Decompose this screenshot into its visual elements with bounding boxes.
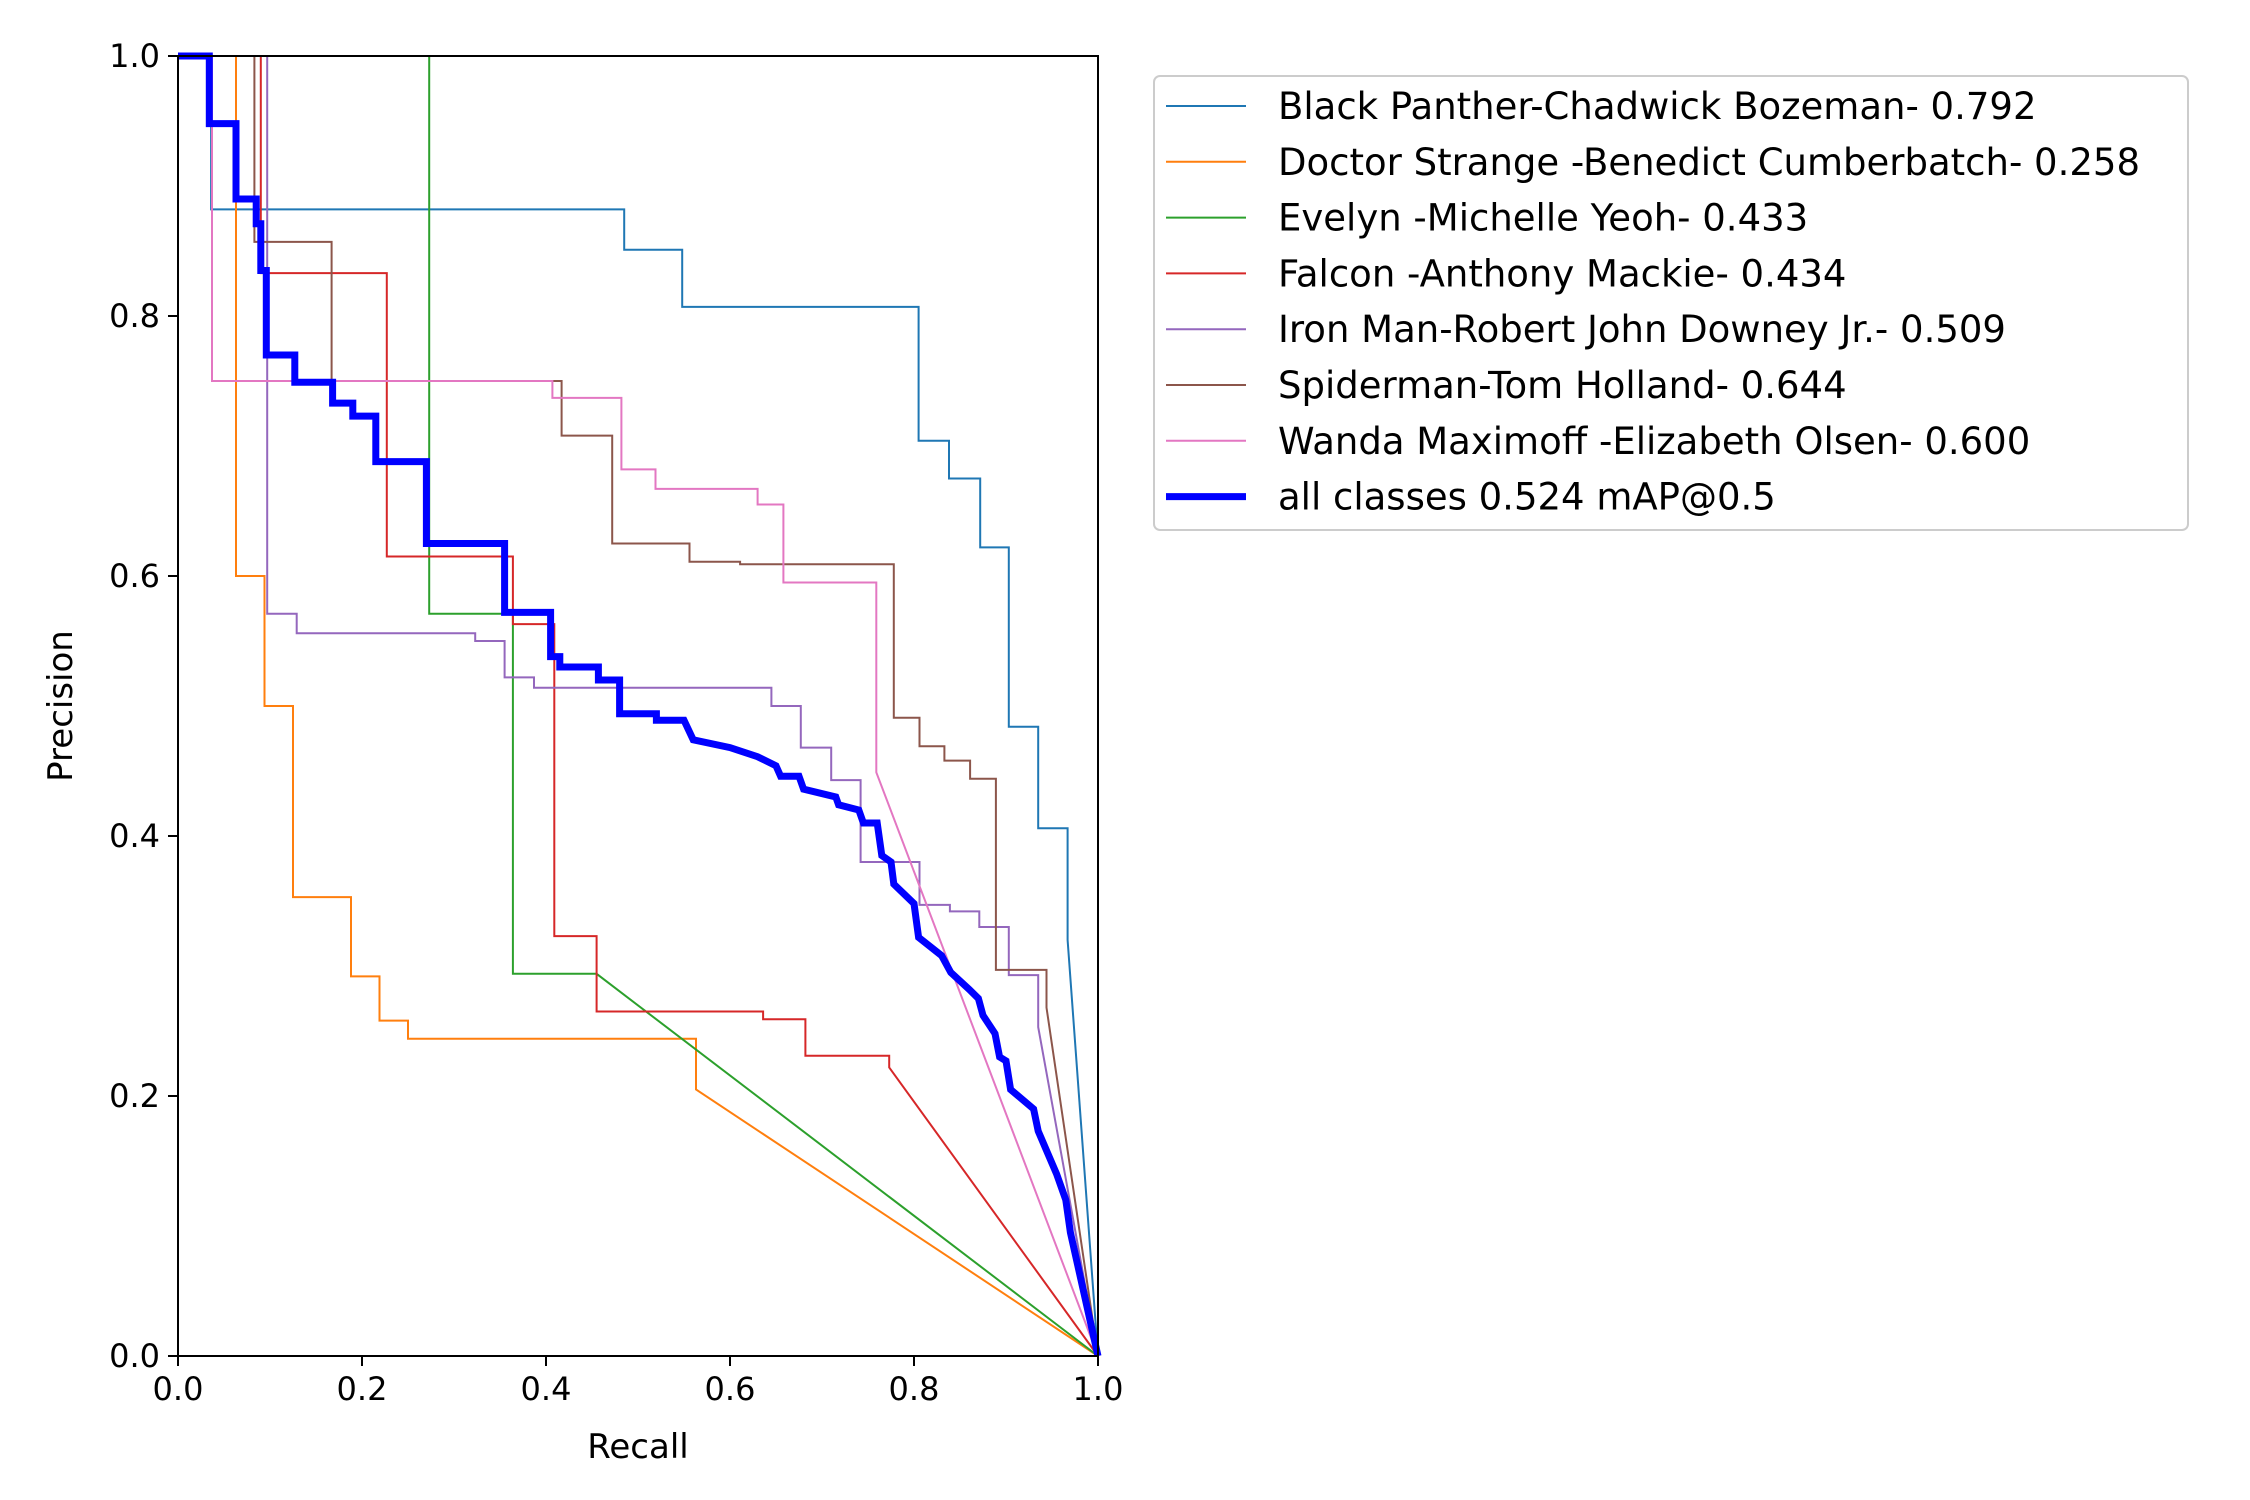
legend: Black Panther-Chadwick Bozeman- 0.792 Doc… (1153, 75, 2189, 531)
y-axis-ticks: 0.0 0.2 0.4 0.6 0.8 1.0 (109, 37, 178, 1375)
series-line-4 (178, 55, 1099, 1357)
y-tick-label: 0.2 (109, 1077, 160, 1115)
x-tick-label: 0.0 (153, 1370, 204, 1408)
legend-label-6: Spiderman-Tom Holland- 0.644 (1278, 364, 1847, 407)
legend-label-2: Doctor Strange -Benedict Cumberbatch- 0.… (1278, 141, 2140, 184)
series-line-6 (178, 55, 1099, 1357)
legend-label-7: Wanda Maximoff -Elizabeth Olsen- 0.600 (1278, 420, 2030, 463)
x-tick-label: 0.4 (521, 1370, 572, 1408)
legend-label-3: Evelyn -Michelle Yeoh- 0.433 (1278, 197, 1808, 240)
legend-entries: Black Panther-Chadwick Bozeman- 0.792 Doc… (1166, 85, 2140, 519)
series-line-3 (178, 55, 1099, 1357)
y-axis-label: Precision (41, 630, 81, 782)
x-tick-label: 0.6 (705, 1370, 756, 1408)
x-tick-label: 0.8 (889, 1370, 940, 1408)
x-tick-label: 1.0 (1073, 1370, 1124, 1408)
y-tick-label: 1.0 (109, 37, 160, 75)
legend-label-5: Iron Man-Robert John Downey Jr.- 0.509 (1278, 308, 2006, 351)
series-line-2 (178, 55, 1099, 1357)
legend-label-1: Black Panther-Chadwick Bozeman- 0.792 (1278, 85, 2036, 128)
legend-label-4: Falcon -Anthony Mackie- 0.434 (1278, 252, 1846, 295)
y-tick-label: 0.0 (109, 1337, 160, 1375)
y-tick-label: 0.4 (109, 817, 160, 855)
x-axis-label: Recall (587, 1427, 688, 1467)
series-line-8 (178, 52, 1102, 1357)
series-line-5 (178, 55, 1099, 1357)
y-tick-label: 0.6 (109, 557, 160, 595)
legend-box (1153, 75, 2189, 531)
x-axis-ticks: 0.0 0.2 0.4 0.6 0.8 1.0 (153, 1356, 1124, 1408)
series-line-1 (178, 55, 1099, 1357)
x-tick-label: 0.2 (337, 1370, 388, 1408)
plot-series (178, 52, 1102, 1357)
legend-label-8: all classes 0.524 mAP@0.5 (1278, 476, 1776, 519)
plot-frame (177, 55, 1099, 1357)
y-tick-label: 0.8 (109, 297, 160, 335)
series-line-7 (178, 55, 1099, 1357)
